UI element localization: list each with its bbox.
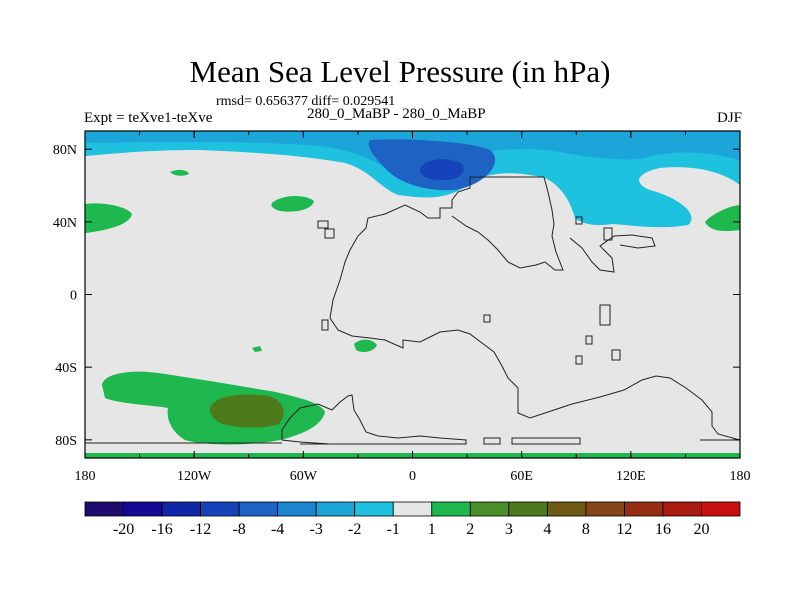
x-tick-label: 120W [177, 469, 212, 484]
colorbar-label: 4 [543, 521, 551, 538]
colorbar-label: 12 [616, 521, 632, 538]
colorbar-label: 1 [428, 521, 436, 538]
continent-americas-africa-outline [329, 176, 740, 441]
colorbar-label: -20 [113, 521, 134, 538]
colorbar-swatch [662, 501, 702, 517]
colorbar-swatch [161, 501, 201, 517]
y-tick-label: 0 [70, 289, 77, 304]
y-tick-label: 80S [55, 434, 77, 449]
map-area [85, 131, 740, 458]
colorbar-swatch [200, 501, 240, 517]
colorbar-label: -4 [271, 521, 284, 538]
positive-north-america [271, 195, 314, 212]
colorbar-swatch [277, 501, 317, 517]
asia-outline [451, 176, 564, 271]
colorbar-swatch [354, 501, 394, 517]
positive-east-pacific [705, 205, 740, 232]
x-tick-label: 0 [409, 469, 416, 484]
colorbar-label: 3 [505, 521, 513, 538]
positive-southern-core [209, 394, 284, 428]
y-tick-label: 80N [53, 143, 77, 158]
x-tick-label: 120E [616, 469, 646, 484]
colorbar-label: -1 [387, 521, 400, 538]
colorbar-label: -12 [190, 521, 211, 538]
stats-label: rmsd= 0.656377 diff= 0.029541 [216, 94, 396, 109]
colorbar-label: -2 [348, 521, 361, 538]
colorbar-swatch [508, 501, 548, 517]
colorbar-swatch [701, 501, 741, 517]
colorbar-swatch [123, 501, 163, 517]
land-outlines [85, 176, 740, 445]
x-tick-label: 60E [510, 469, 533, 484]
positive-tiny-patch [252, 346, 262, 352]
y-tick-labels: 80N 40N 0 40S 80S [53, 143, 77, 449]
colorbar-swatch [392, 501, 433, 517]
east-asia-outline [569, 234, 656, 273]
arctic-negative-core [419, 159, 464, 181]
colorbar-label: -16 [151, 521, 172, 538]
antarctica-outline [85, 437, 740, 445]
x-tick-labels: 180 120W 60W 0 60E 120E 180 [75, 469, 751, 484]
x-tick-label: 180 [75, 469, 96, 484]
experiment-label: Expt = teXve1-teXve [84, 110, 213, 126]
y-tick-label: 40S [55, 361, 77, 376]
south-america-outline [281, 394, 467, 445]
colorbar-label: 16 [655, 521, 671, 538]
colorbar-swatch [624, 501, 664, 517]
season-label: DJF [716, 110, 742, 126]
colorbar-labels: -20 -16 -12 -8 -4 -3 -2 -1 1 2 3 4 8 12 16 20 [113, 521, 710, 538]
colorbar-swatch [315, 501, 356, 517]
colorbar [84, 501, 741, 517]
colorbar-label: -3 [310, 521, 323, 538]
island-outlines [317, 216, 621, 365]
colorbar-label: 20 [693, 521, 709, 538]
colorbar-label: 2 [466, 521, 474, 538]
x-tick-label: 60W [290, 469, 318, 484]
colorbar-label: -8 [232, 521, 245, 538]
positive-small-patch [170, 169, 189, 176]
axis-ticks [84, 131, 741, 458]
y-tick-label: 40N [53, 216, 77, 231]
positive-atlantic-patch [354, 339, 377, 353]
colorbar-swatch [238, 501, 279, 517]
positive-west-pacific [85, 203, 132, 233]
colorbar-swatch [585, 501, 625, 517]
chart-title: Mean Sea Level Pressure (in hPa) [189, 54, 611, 89]
colorbar-swatch [469, 501, 510, 517]
colorbar-label: 8 [582, 521, 590, 538]
colorbar-swatch [546, 501, 587, 517]
period-label: 280_0_MaBP - 280_0_MaBP [307, 106, 486, 122]
x-tick-label: 180 [730, 469, 751, 484]
colorbar-swatch [84, 501, 124, 517]
colorbar-swatch [431, 501, 471, 517]
